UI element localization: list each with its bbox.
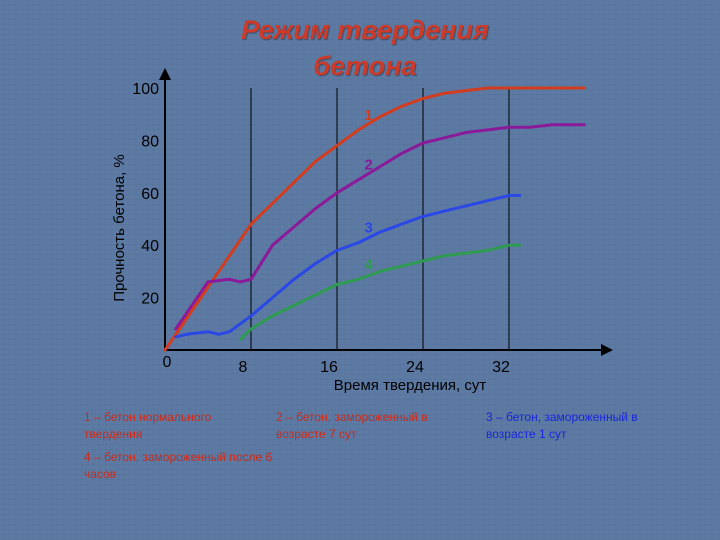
- series-line-1: [163, 86, 586, 352]
- y-tick-label: 60: [141, 186, 159, 203]
- series-line-4: [238, 243, 522, 341]
- x-axis-label: Время твердения, сут: [334, 377, 487, 394]
- x-tick-label: 0: [163, 354, 172, 371]
- gridlines: [250, 88, 510, 350]
- x-tick-label: 24: [406, 359, 424, 376]
- series-label-1: 1: [365, 107, 373, 124]
- legend-item-2: 2 – бетон, замороженный в возрасте 7 сут: [276, 410, 428, 441]
- legend-item-4: 4 – бетон, замороженный после 6 часов: [84, 450, 273, 481]
- x-tick-label: 32: [492, 359, 510, 376]
- y-tick-label: 80: [141, 133, 159, 150]
- title-line-1: Режим твердения: [241, 15, 489, 45]
- x-tick-label: 8: [239, 359, 248, 376]
- y-axis-label: Прочность бетона, %: [111, 154, 128, 302]
- series-label-4: 4: [365, 256, 374, 273]
- y-tick-label: 20: [141, 291, 159, 308]
- y-tick-label: 40: [141, 238, 159, 255]
- series-label-3: 3: [365, 220, 373, 237]
- y-tick-labels: 20 40 60 80 100: [132, 81, 159, 308]
- series-group: [163, 86, 586, 352]
- series-label-2: 2: [365, 157, 373, 174]
- series-line-2: [174, 123, 586, 331]
- slide-title: Режим твердения бетона: [200, 12, 530, 84]
- legend-item-3: 3 – бетон, замороженный в возрасте 1 сут: [486, 410, 638, 441]
- series-line-3: [174, 193, 522, 339]
- title-line-2: бетона: [313, 51, 417, 81]
- x-tick-labels: 0 8 16 24 32: [163, 354, 510, 376]
- series-labels: 1 2 3 4: [365, 107, 374, 273]
- legend-item-1: 1 – бетон нормального твердения: [84, 410, 212, 441]
- y-tick-label: 100: [132, 81, 159, 98]
- x-tick-label: 16: [320, 359, 338, 376]
